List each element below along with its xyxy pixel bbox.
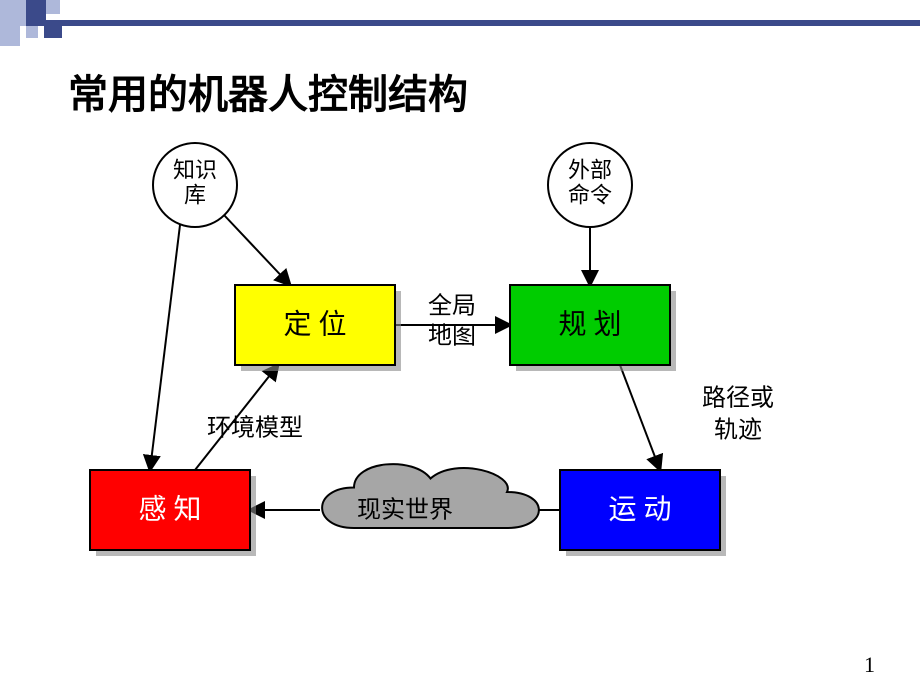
node-label: 规 划 xyxy=(558,308,621,340)
node-label: 定 位 xyxy=(283,308,346,340)
edge-label: 轨迹 xyxy=(714,417,762,444)
node-knowledge: 知识库 xyxy=(153,143,237,227)
control-structure-diagram: 全局地图环境模型 路径或轨迹 知识库 外部命令定 位 规 划感 知 运 动 现实世界 xyxy=(0,0,920,690)
edge-knowledge-locate xyxy=(224,215,290,285)
node-label: 命令 xyxy=(568,183,612,208)
node-extcmd: 外部命令 xyxy=(548,143,632,227)
edge-label: 环境模型 xyxy=(207,415,303,442)
node-label: 现实世界 xyxy=(357,497,453,524)
node-move: 运 动 xyxy=(560,470,726,556)
node-sense: 感 知 xyxy=(90,470,256,556)
node-label: 库 xyxy=(184,183,206,208)
edge-plan-move xyxy=(620,365,660,470)
node-label: 感 知 xyxy=(138,493,201,525)
node-locate: 定 位 xyxy=(235,285,401,371)
edge-label: 全局 xyxy=(428,293,476,320)
node-world: 现实世界 xyxy=(322,464,539,528)
edge-label: 路径或 xyxy=(702,385,774,412)
node-label: 外部 xyxy=(568,157,612,182)
node-label: 知识 xyxy=(173,157,217,182)
edge-knowledge-sense xyxy=(150,225,180,470)
node-label: 运 动 xyxy=(608,494,671,525)
nodes-layer: 知识库 外部命令定 位 规 划感 知 运 动 现实世界 xyxy=(90,143,726,556)
edge-label: 地图 xyxy=(428,323,476,350)
node-plan: 规 划 xyxy=(510,285,676,371)
